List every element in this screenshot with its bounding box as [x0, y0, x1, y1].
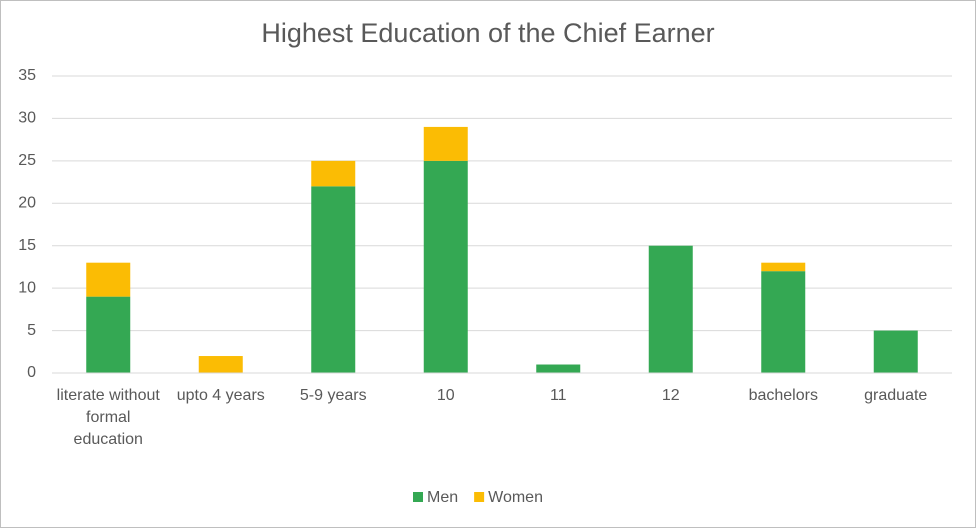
chart-title: Highest Education of the Chief Earner	[261, 18, 714, 48]
bar-segment	[536, 364, 581, 373]
bar-segment	[198, 356, 243, 373]
x-tick-label: 5-9 years	[299, 387, 367, 404]
legend-swatch	[413, 492, 423, 502]
y-tick-label: 0	[27, 364, 36, 381]
y-tick-label: 35	[18, 67, 36, 84]
x-tick-label: 12	[661, 387, 680, 404]
x-tick-label: 11	[549, 387, 567, 404]
x-tick-label: graduate	[864, 387, 928, 404]
bar-segment	[873, 330, 918, 373]
x-tick-label: bachelors	[748, 387, 818, 404]
y-tick-label: 15	[18, 237, 36, 254]
bar-segment	[761, 271, 806, 373]
x-tick-label: 10	[436, 387, 455, 404]
bar-segment	[311, 160, 356, 187]
bar-segment	[423, 160, 468, 373]
x-tick-label: upto 4 years	[176, 387, 265, 404]
y-tick-label: 25	[18, 152, 36, 169]
bar-segment	[86, 262, 131, 297]
legend-swatch	[474, 492, 485, 502]
bar-segment	[311, 186, 356, 373]
legend-label: Men	[427, 489, 458, 506]
bar-segment	[761, 262, 806, 272]
legend-label: Women	[488, 489, 543, 506]
y-tick-label: 30	[18, 110, 36, 127]
bar-segment	[86, 296, 131, 373]
x-tick-label: literate without formal education	[56, 387, 160, 448]
y-tick-label: 20	[18, 195, 36, 212]
y-tick-label: 5	[27, 322, 36, 339]
bar-segment	[423, 126, 468, 161]
bar-segment	[648, 245, 693, 373]
y-tick-label: 10	[18, 279, 36, 296]
